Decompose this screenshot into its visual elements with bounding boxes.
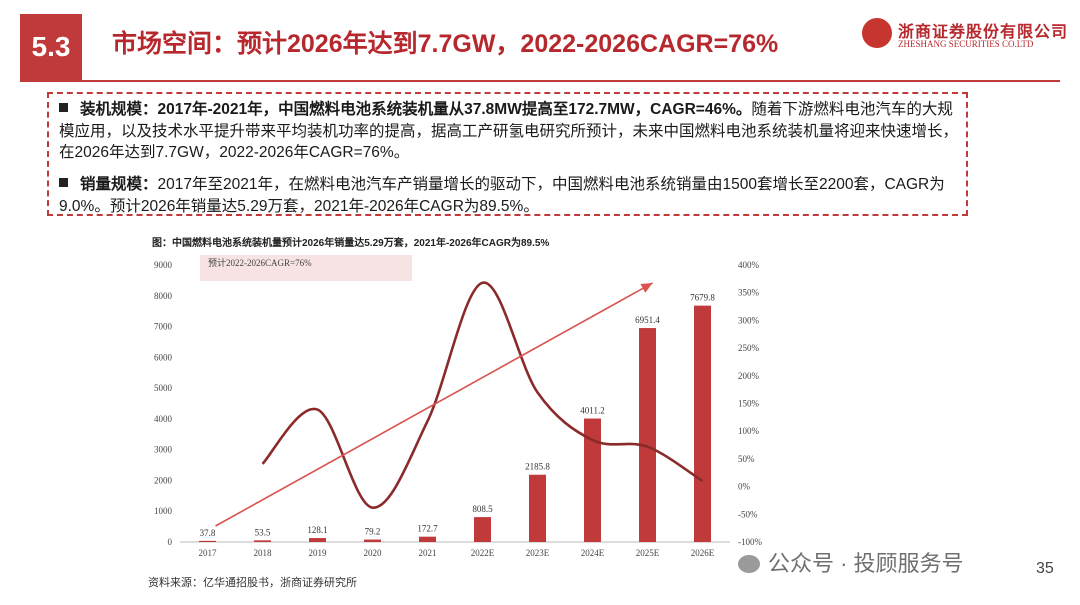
x-tick-label: 2025E — [636, 548, 660, 558]
bar — [254, 540, 271, 542]
x-tick-label: 2022E — [471, 548, 495, 558]
bar-data-label: 6951.4 — [635, 315, 660, 325]
bar-data-label: 172.7 — [417, 524, 438, 534]
wechat-icon — [738, 555, 760, 573]
summary-box: 装机规模：2017年-2021年，中国燃料电池系统装机量从37.8MW提高至17… — [47, 92, 968, 216]
y-left-tick-label: 9000 — [154, 260, 173, 270]
trend-arrow-line — [215, 282, 653, 527]
y-left-tick-label: 3000 — [154, 445, 173, 455]
bullet-text: 2017年至2021年，在燃料电池汽车产销量增长的驱动下，中国燃料电池系统销量由… — [59, 176, 945, 215]
capacity-chart: 预计2022-2026CAGR=76% 0 1000 2000 3000 4000 5000… — [154, 255, 762, 558]
bar-data-label: 2185.8 — [525, 462, 550, 472]
trend-arrowhead-icon — [640, 283, 653, 293]
y-left-tick-label: 8000 — [154, 291, 173, 301]
x-tick-label: 2024E — [581, 548, 605, 558]
y-left-tick-label: 1000 — [154, 506, 173, 516]
y-right-tick-label: 400% — [738, 260, 760, 270]
bullet-heading: 装机规模：2017年-2021年，中国燃料电池系统装机量从37.8MW提高至17… — [80, 101, 752, 118]
chart-caption: 图：中国燃料电池系统装机量预计2026年销量达5.29万套，2021年-2026… — [152, 238, 550, 249]
brand-block: 浙商证券股份有限公司 ZHESHANG SECURITIES CO.LTD — [862, 16, 1067, 56]
y-right-tick-label: 300% — [738, 315, 760, 325]
bar — [639, 328, 656, 542]
x-tick-label: 2026E — [691, 548, 715, 558]
y-left-tick-label: 7000 — [154, 322, 173, 332]
source-note: 资料来源：亿华通招股书，浙商证券研究所 — [148, 577, 357, 589]
watermark-text: 公众号 · 投顾服务号 — [768, 551, 964, 576]
bar — [309, 538, 326, 542]
bullet-text: 随着下游燃料电池汽车的大规模应用，以及技术水平提升带来平均装机功率的提高，据高工… — [59, 101, 959, 161]
bar — [419, 536, 436, 542]
y-right-tick-label: 200% — [738, 371, 760, 381]
growth-rate-line — [261, 281, 704, 509]
bar-data-label: 7679.8 — [690, 293, 715, 303]
bar-data-label: 808.5 — [472, 504, 493, 514]
y-left-tick-label: 2000 — [154, 475, 173, 485]
bullet-heading: 销量规模： — [80, 176, 158, 193]
section-number-badge: 5.3 — [20, 14, 82, 80]
x-tick-label: 2021 — [419, 548, 437, 558]
y-right-tick-label: 150% — [738, 399, 760, 409]
x-tick-label: 2020 — [364, 548, 383, 558]
x-tick-label: 2019 — [309, 548, 328, 558]
y-right-tick-label: 350% — [738, 288, 760, 298]
summary-bullet-sales: 销量规模：2017年至2021年，在燃料电池汽车产销量增长的驱动下，中国燃料电池… — [59, 174, 964, 217]
y-right-tick-label: 50% — [738, 454, 755, 464]
bar-data-label: 37.8 — [200, 528, 216, 538]
y-right-tick-label: 250% — [738, 343, 760, 353]
y-left-tick-label: 0 — [168, 537, 173, 547]
bar-data-label: 128.1 — [307, 525, 327, 535]
bar-data-label: 4011.2 — [580, 406, 604, 416]
summary-bullet-capacity: 装机规模：2017年-2021年，中国燃料电池系统装机量从37.8MW提高至17… — [59, 99, 964, 164]
x-tick-label: 2017 — [199, 548, 218, 558]
x-tick-label: 2023E — [526, 548, 550, 558]
title-divider — [20, 80, 1060, 82]
x-tick-label: 2018 — [254, 548, 273, 558]
brand-name-cn: 浙商证券股份有限公司 — [898, 24, 1069, 41]
annotation-text: 预计2022-2026CAGR=76% — [208, 257, 312, 268]
bar-data-label: 53.5 — [255, 527, 271, 537]
bar — [529, 474, 546, 542]
y-right-tick-label: -100% — [738, 537, 762, 547]
annotation-box — [200, 255, 412, 281]
y-left-tick-label: 4000 — [154, 414, 173, 424]
y-right-tick-label: 100% — [738, 426, 760, 436]
brand-name-en: ZHESHANG SECURITIES CO.LTD — [898, 39, 1034, 49]
bar — [474, 517, 491, 542]
y-left-tick-label: 6000 — [154, 352, 173, 362]
bar — [694, 305, 711, 542]
bar — [199, 540, 216, 542]
bullet-square-icon — [59, 103, 68, 112]
y-right-tick-label: -50% — [738, 509, 758, 519]
bar — [364, 539, 381, 542]
wechat-watermark: 公众号 · 投顾服务号 — [738, 546, 964, 578]
y-left-tick-label: 5000 — [154, 383, 173, 393]
brand-logo-icon — [862, 18, 892, 48]
bar-data-label: 79.2 — [365, 527, 381, 537]
page-title: 市场空间：预计2026年达到7.7GW，2022-2026CAGR=76% — [112, 30, 779, 58]
y-right-tick-label: 0% — [738, 482, 751, 492]
bar — [584, 418, 601, 542]
page-number: 35 — [1036, 560, 1054, 577]
bullet-square-icon — [59, 178, 68, 187]
